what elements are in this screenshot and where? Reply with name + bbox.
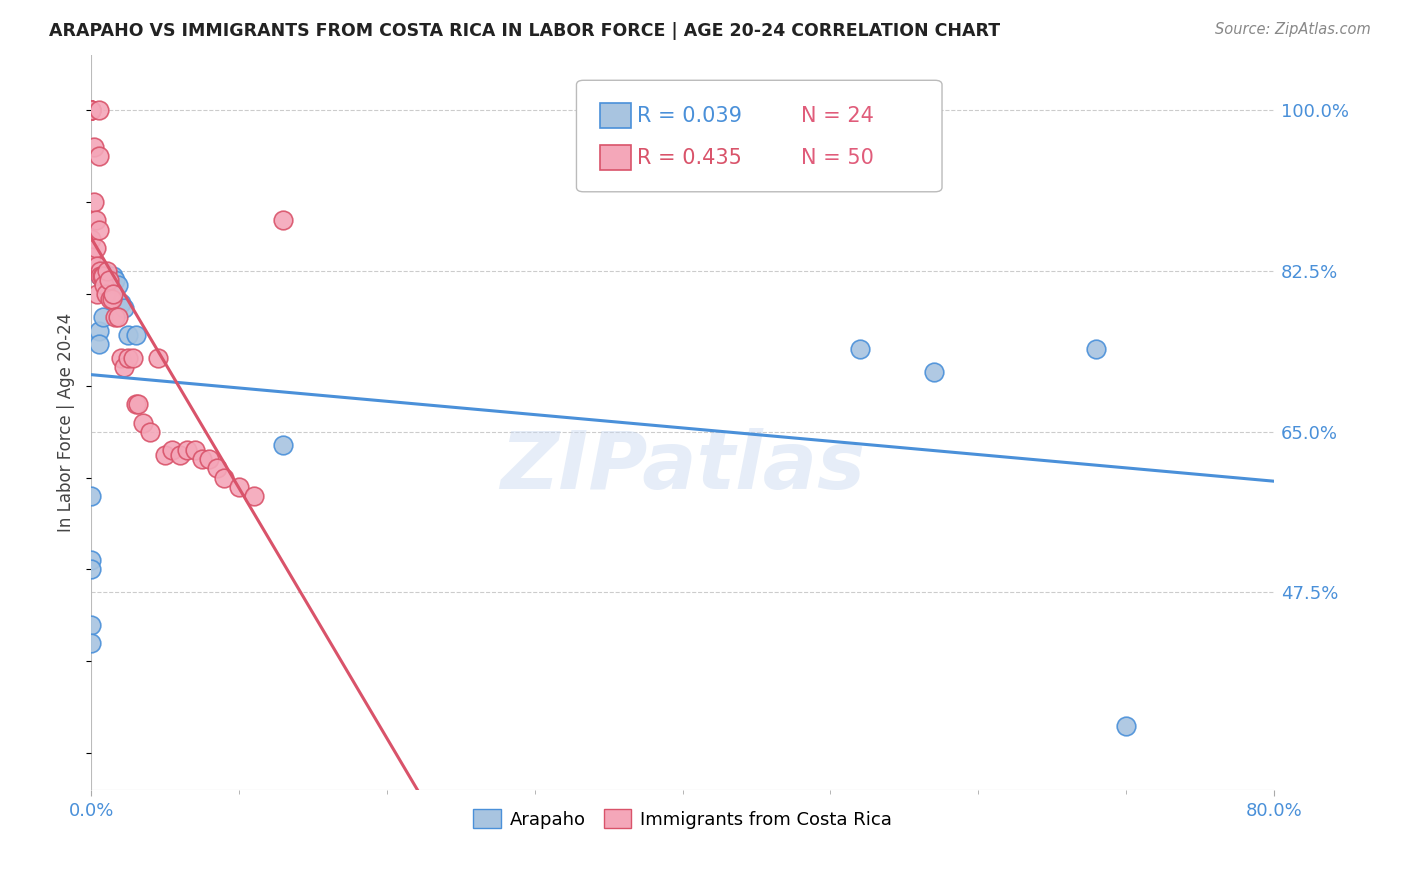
Point — [107, 310, 129, 324]
Point — [162, 443, 184, 458]
Point — [228, 480, 250, 494]
Point — [80, 103, 103, 118]
Point — [121, 351, 143, 366]
Point — [110, 351, 132, 366]
Point — [91, 310, 114, 324]
Point — [83, 195, 105, 210]
Point — [101, 292, 124, 306]
Point — [90, 268, 112, 283]
Point — [80, 553, 103, 567]
Point — [86, 287, 108, 301]
Point — [112, 360, 135, 375]
Point — [117, 351, 139, 366]
Text: ARAPAHO VS IMMIGRANTS FROM COSTA RICA IN LABOR FORCE | AGE 20-24 CORRELATION CHA: ARAPAHO VS IMMIGRANTS FROM COSTA RICA IN… — [49, 22, 1000, 40]
Y-axis label: In Labor Force | Age 20-24: In Labor Force | Age 20-24 — [58, 313, 75, 533]
Point — [96, 264, 118, 278]
Point — [89, 268, 111, 283]
Point — [153, 448, 176, 462]
Point — [93, 277, 115, 292]
Point — [87, 103, 110, 118]
Point — [83, 140, 105, 154]
Point — [80, 617, 103, 632]
Point — [80, 103, 103, 118]
Point — [242, 489, 264, 503]
Point — [146, 351, 169, 366]
Text: N = 24: N = 24 — [801, 106, 875, 126]
Point — [80, 232, 103, 246]
Point — [112, 301, 135, 315]
Point — [212, 470, 235, 484]
Point — [176, 443, 198, 458]
Point — [198, 452, 221, 467]
Point — [80, 103, 103, 118]
Point — [127, 397, 149, 411]
Point — [84, 241, 107, 255]
Point — [97, 273, 120, 287]
Point — [91, 268, 114, 283]
Text: R = 0.039: R = 0.039 — [637, 106, 742, 126]
Point — [103, 287, 125, 301]
Point — [87, 324, 110, 338]
Point — [89, 268, 111, 283]
Point — [80, 250, 103, 264]
Text: N = 50: N = 50 — [801, 148, 875, 168]
Point — [139, 425, 162, 439]
Point — [94, 268, 117, 283]
Legend: Arapaho, Immigrants from Costa Rica: Arapaho, Immigrants from Costa Rica — [467, 802, 898, 836]
Point — [1115, 718, 1137, 732]
Point — [80, 103, 103, 118]
Point — [80, 103, 103, 118]
Point — [103, 268, 125, 283]
Point — [87, 149, 110, 163]
Point — [80, 636, 103, 650]
Point — [110, 296, 132, 310]
Point — [104, 310, 127, 324]
Point — [191, 452, 214, 467]
Point — [273, 438, 295, 452]
Point — [90, 264, 112, 278]
Point — [849, 342, 872, 356]
Point — [273, 213, 295, 227]
Point — [922, 365, 945, 379]
Text: ZIPatlas: ZIPatlas — [501, 427, 865, 506]
Point — [94, 287, 117, 301]
Point — [80, 489, 103, 503]
Point — [205, 461, 228, 475]
Point — [124, 397, 146, 411]
Point — [1085, 342, 1108, 356]
Point — [87, 337, 110, 351]
Point — [183, 443, 205, 458]
Point — [169, 448, 191, 462]
Point — [100, 292, 122, 306]
Point — [86, 260, 108, 274]
Point — [117, 328, 139, 343]
Point — [97, 287, 120, 301]
Point — [84, 213, 107, 227]
Text: R = 0.435: R = 0.435 — [637, 148, 742, 168]
Point — [87, 222, 110, 236]
Point — [124, 328, 146, 343]
Text: Source: ZipAtlas.com: Source: ZipAtlas.com — [1215, 22, 1371, 37]
Point — [104, 273, 127, 287]
Point — [80, 562, 103, 576]
Point — [132, 416, 155, 430]
Point — [89, 264, 111, 278]
Point — [107, 277, 129, 292]
